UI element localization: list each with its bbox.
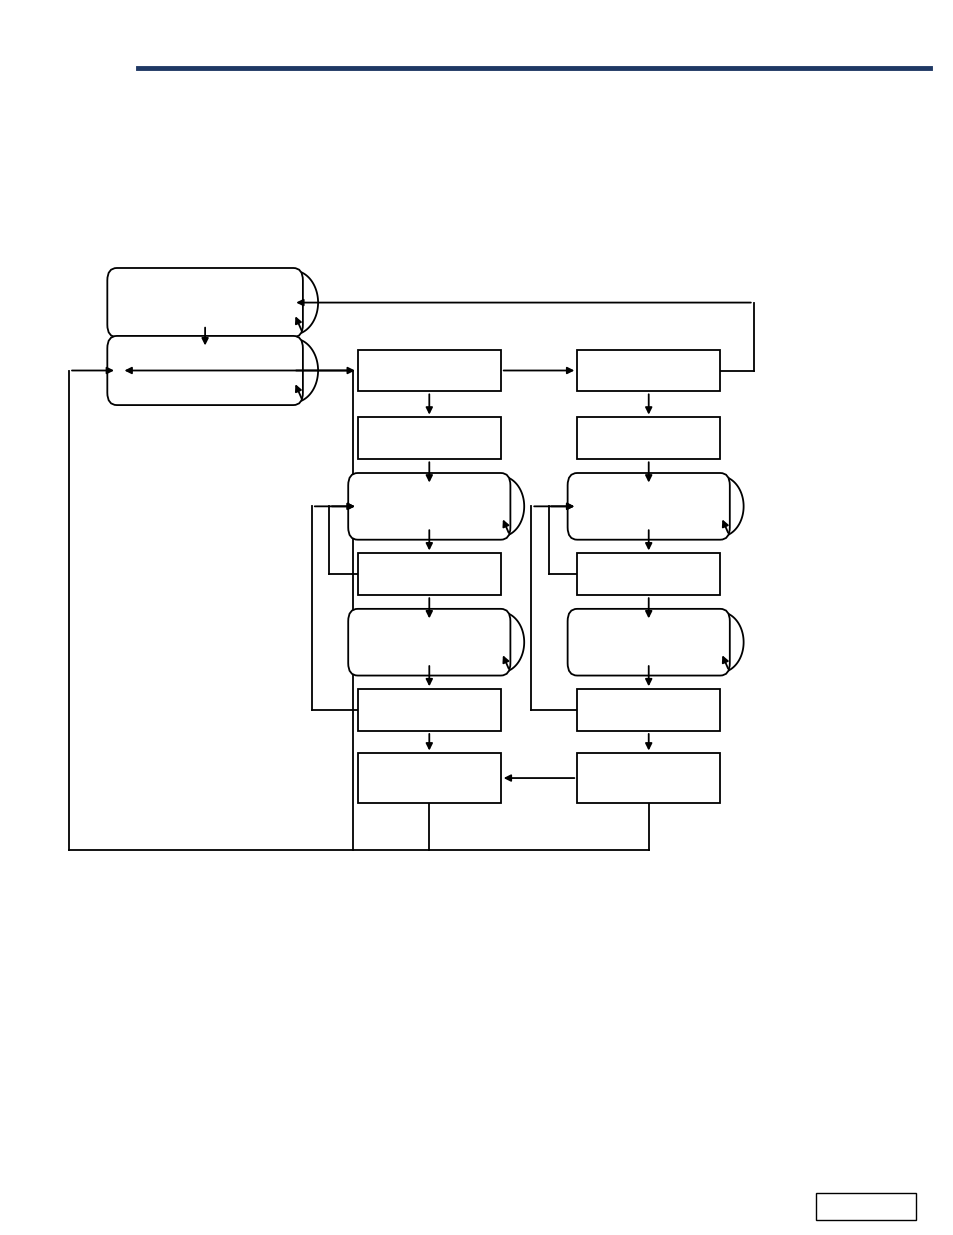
FancyBboxPatch shape [577, 417, 720, 459]
FancyBboxPatch shape [577, 350, 720, 391]
FancyBboxPatch shape [577, 753, 720, 803]
FancyBboxPatch shape [348, 609, 510, 676]
FancyBboxPatch shape [357, 350, 500, 391]
FancyBboxPatch shape [357, 689, 500, 731]
FancyBboxPatch shape [577, 689, 720, 731]
FancyBboxPatch shape [567, 473, 729, 540]
FancyBboxPatch shape [348, 473, 510, 540]
FancyBboxPatch shape [577, 553, 720, 595]
FancyBboxPatch shape [357, 753, 500, 803]
FancyBboxPatch shape [357, 553, 500, 595]
FancyBboxPatch shape [815, 1193, 915, 1220]
FancyBboxPatch shape [107, 268, 303, 337]
FancyBboxPatch shape [107, 336, 303, 405]
FancyBboxPatch shape [567, 609, 729, 676]
FancyBboxPatch shape [357, 417, 500, 459]
